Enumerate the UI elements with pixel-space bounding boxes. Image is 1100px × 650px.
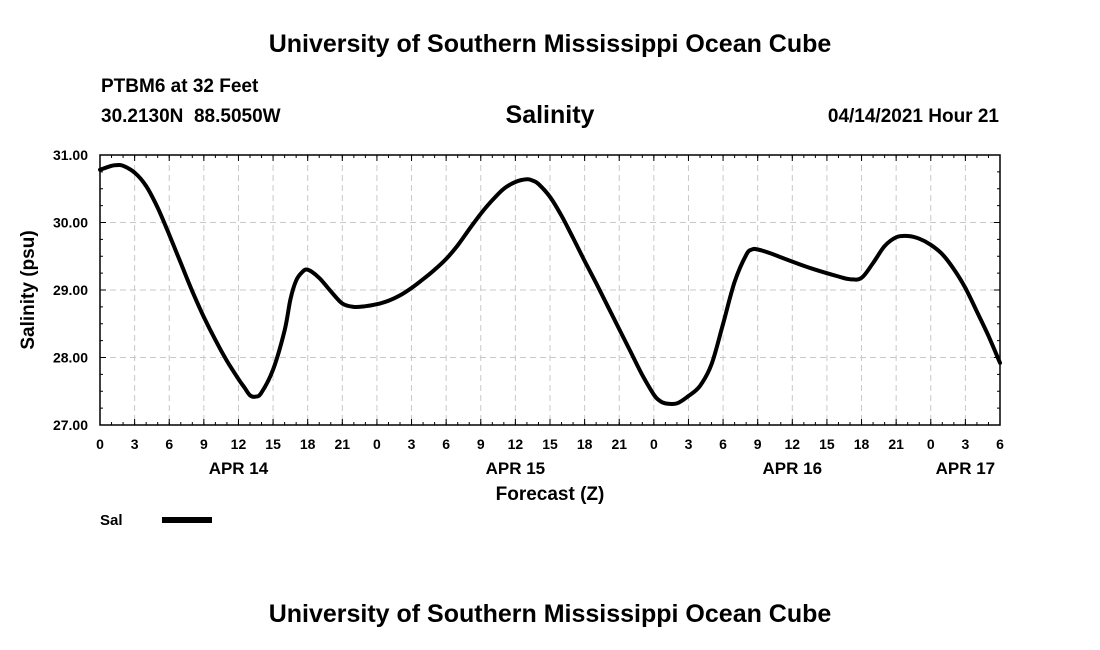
x-date-label: APR 16	[763, 459, 823, 478]
x-tick-label: 15	[819, 436, 835, 452]
tick-labels: 27.00 28.00 29.00 30.00 31.00 0 3 6 9 12 15 18 21 0 3 6…	[53, 147, 1004, 478]
x-tick-label: 18	[577, 436, 593, 452]
series-line-sal	[98, 163, 1002, 407]
legend: Sal	[100, 512, 212, 529]
x-date-label: APR 14	[209, 459, 269, 478]
x-tick-label: 0	[96, 436, 104, 452]
page-title: University of Southern Mississippi Ocean…	[268, 30, 832, 58]
x-tick-label: 15	[265, 436, 281, 452]
footer-title: University of Southern Mississippi Ocean…	[268, 600, 832, 628]
station-label: PTBM6 at 32 Feet	[101, 76, 259, 97]
coordinates-label: 30.2130N 88.5050W	[101, 106, 281, 127]
x-tick-label: 0	[927, 436, 935, 452]
y-tick-label: 29.00	[53, 282, 88, 298]
x-tick-label: 12	[231, 436, 247, 452]
x-axis-label: Forecast (Z)	[496, 484, 605, 505]
x-tick-label: 0	[373, 436, 381, 452]
x-tick-label: 12	[508, 436, 524, 452]
x-tick-label: 3	[961, 436, 969, 452]
x-tick-label: 18	[300, 436, 316, 452]
legend-label-sal: Sal	[100, 512, 123, 529]
x-tick-label: 3	[685, 436, 693, 452]
x-tick-label: 15	[542, 436, 558, 452]
axis-ticks	[99, 154, 1001, 426]
x-tick-label: 6	[996, 436, 1004, 452]
x-tick-label: 6	[719, 436, 727, 452]
x-tick-label: 0	[650, 436, 658, 452]
forecast-date-label: 04/14/2021 Hour 21	[827, 106, 999, 127]
x-date-label: APR 15	[486, 459, 546, 478]
x-tick-label: 9	[477, 436, 485, 452]
x-tick-label: 21	[611, 436, 627, 452]
x-tick-label: 9	[754, 436, 762, 452]
x-date-label: APR 17	[936, 459, 996, 478]
y-tick-label: 27.00	[53, 417, 88, 433]
y-axis-label: Salinity (psu)	[18, 230, 39, 349]
grid-lines	[100, 155, 1000, 425]
x-tick-label: 12	[785, 436, 801, 452]
x-tick-label: 18	[854, 436, 870, 452]
x-tick-label: 21	[888, 436, 904, 452]
x-tick-label: 6	[165, 436, 173, 452]
x-tick-label: 3	[408, 436, 416, 452]
chart-title: Salinity	[505, 101, 595, 129]
y-tick-label: 30.00	[53, 215, 88, 231]
x-tick-label: 6	[442, 436, 450, 452]
x-tick-label: 3	[131, 436, 139, 452]
x-tick-label: 9	[200, 436, 208, 452]
y-tick-label: 28.00	[53, 350, 88, 366]
x-tick-label: 21	[335, 436, 351, 452]
y-tick-label: 31.00	[53, 147, 88, 163]
